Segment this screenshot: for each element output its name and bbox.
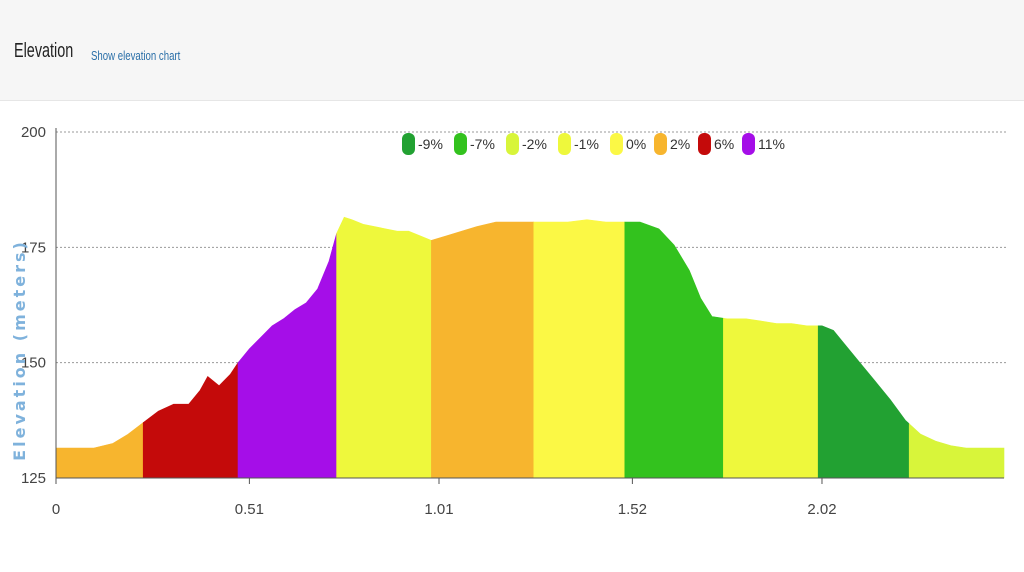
- elevation-segment-2%: [431, 221, 535, 479]
- legend-label: 2%: [670, 136, 690, 152]
- elevation-segment--7%: [624, 221, 724, 479]
- axes: 125 150 175 200 0 0.51 1.01 1.52 2.02: [21, 124, 1004, 518]
- elevation-segment-2%: [55, 421, 144, 479]
- show-elevation-chart-link[interactable]: Show elevation chart: [91, 48, 181, 63]
- elevation-segment--2%: [908, 423, 1005, 479]
- legend: -9% -7% -2% -1% 0% 2% 6% 11%: [402, 133, 785, 155]
- legend-label: 0%: [626, 136, 646, 152]
- legend-swatch: [698, 133, 711, 155]
- legend-label: 11%: [758, 136, 785, 152]
- legend-swatch: [654, 133, 667, 155]
- legend-label: 6%: [714, 136, 734, 152]
- elevation-segment-6%: [142, 361, 239, 479]
- elevation-segment-11%: [237, 233, 337, 479]
- x-tick-label: 0.51: [235, 501, 264, 518]
- section-title: Elevation: [14, 40, 74, 62]
- elevation-segment--1%: [723, 317, 819, 479]
- legend-swatch: [402, 133, 415, 155]
- elevation-chart: 125 150 175 200 0 0.51 1.01 1.52 2.02 -9% -7% -2% -…: [0, 100, 1024, 572]
- legend-swatch: [742, 133, 755, 155]
- y-axis-label: Elevation (meters): [10, 239, 29, 461]
- legend-label: -7%: [470, 136, 495, 152]
- legend-swatch: [454, 133, 467, 155]
- legend-swatch: [610, 133, 623, 155]
- y-tick-label: 125: [21, 470, 46, 487]
- x-tick-label: 0: [52, 501, 60, 518]
- elevation-segment--1%: [336, 216, 432, 479]
- y-tick-label: 200: [21, 124, 46, 141]
- legend-label: -9%: [418, 136, 443, 152]
- elevation-segment-0%: [533, 219, 626, 479]
- elevation-segment--9%: [817, 325, 910, 479]
- legend-label: -1%: [574, 136, 599, 152]
- elevation-header: Elevation Show elevation chart: [0, 0, 1024, 101]
- y-tick-label: 175: [21, 239, 46, 256]
- y-tick-label: 150: [21, 355, 46, 372]
- x-tick-label: 1.01: [424, 501, 453, 518]
- legend-swatch: [558, 133, 571, 155]
- elevation-areas: [55, 216, 1005, 479]
- x-tick-label: 1.52: [618, 501, 647, 518]
- legend-label: -2%: [522, 136, 547, 152]
- x-tick-label: 2.02: [807, 501, 836, 518]
- legend-swatch: [506, 133, 519, 155]
